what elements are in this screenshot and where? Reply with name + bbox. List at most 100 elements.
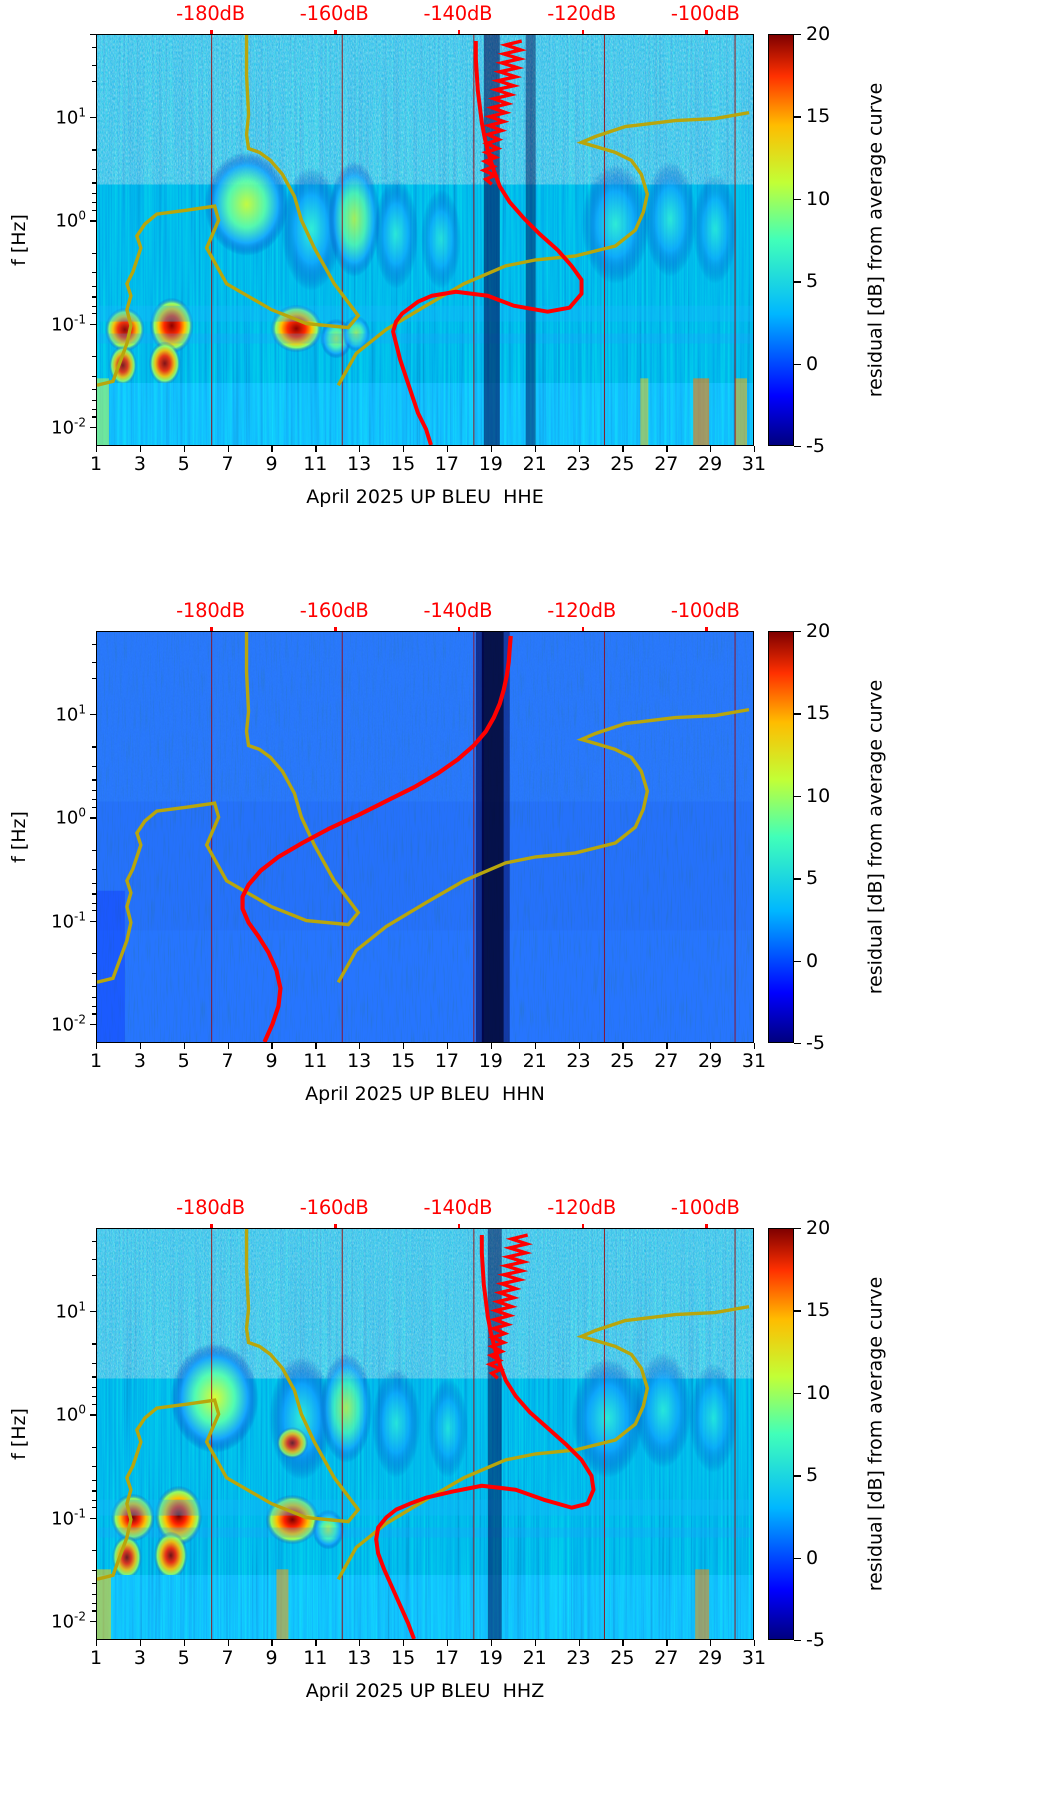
y-minor-tick — [92, 849, 96, 851]
y-minor-tick — [92, 1013, 96, 1015]
y-tick-label: 101 — [55, 105, 86, 129]
x-tick-label: 31 — [741, 453, 767, 475]
colorbar-tick-label: 20 — [806, 1217, 831, 1239]
x-axis-title-hhe: April 2025 UP BLEU HHE — [306, 486, 544, 508]
x-axis-hhn: 1 3 5 7 9 11 13 15 17 19 21 23 25 27 29 … — [90, 1043, 766, 1083]
y-axis-title-hhz: f [Hz] — [6, 1228, 32, 1640]
y-tick-label: 100 — [55, 1402, 86, 1426]
top-db-label: -100dB — [670, 599, 740, 622]
colorbar-tick-label: 0 — [806, 352, 819, 375]
y-minor-tick — [92, 909, 96, 912]
colorbar-hhe — [768, 34, 794, 446]
x-tick-label: 27 — [654, 1647, 679, 1669]
y-minor-tick — [92, 1387, 96, 1389]
x-tick-label: 11 — [303, 1050, 328, 1072]
x-tick — [227, 1640, 229, 1646]
y-minor-tick — [92, 356, 96, 358]
x-tick-label: 5 — [177, 1050, 190, 1072]
spectrogram-hhz — [96, 1228, 754, 1640]
y-tick — [89, 220, 96, 222]
x-tick — [227, 1043, 229, 1049]
y-axis-title-text: f [Hz] — [8, 1408, 31, 1460]
y-tick — [89, 1310, 96, 1313]
x-tick-label: 19 — [478, 1050, 503, 1072]
x-axis-title-hhz: April 2025 UP BLEU HHZ — [305, 1680, 545, 1702]
x-tick-label: 21 — [522, 1647, 547, 1669]
x-tick-label: 25 — [610, 453, 635, 475]
x-tick — [96, 1640, 98, 1646]
colorbar-gradient — [769, 35, 793, 445]
colorbar-tick-label: -5 — [806, 1032, 825, 1054]
y-minor-tick — [92, 65, 96, 67]
x-tick-label: 5 — [177, 453, 190, 475]
x-tick — [446, 446, 449, 452]
x-tick — [754, 446, 756, 452]
x-tick-label: 29 — [698, 1050, 723, 1072]
y-minor-tick — [92, 806, 96, 808]
y-minor-tick — [92, 677, 96, 679]
x-tick-label: 23 — [566, 1050, 591, 1072]
colorbar-tick — [794, 1392, 801, 1395]
colorbar-title-hhz: residual [dB] from average curve — [862, 1228, 888, 1640]
colorbar-tick — [794, 363, 801, 365]
x-tick — [227, 446, 229, 452]
y-tick-label: 101 — [55, 702, 86, 726]
x-tick-label: 3 — [133, 453, 146, 475]
top-db-label: -160dB — [299, 1196, 369, 1219]
y-minor-tick — [92, 1403, 96, 1405]
x-tick-label: 1 — [89, 1647, 103, 1669]
colorbar-tick — [794, 1228, 801, 1230]
x-tick — [666, 1640, 668, 1646]
y-minor-tick — [92, 799, 96, 801]
top-db-label: -180dB — [176, 599, 245, 622]
y-minor-tick — [92, 202, 96, 204]
top-db-label: -100dB — [670, 2, 740, 25]
y-minor-tick — [92, 1362, 96, 1364]
y-minor-tick — [92, 209, 96, 211]
y-tick — [89, 427, 96, 429]
x-tick-label: 23 — [566, 1647, 591, 1669]
top-db-label: -140dB — [423, 2, 493, 25]
spectrogram-hhe — [96, 34, 754, 446]
colorbar-axis-hhz: 20 15 10 5 0 -5 — [794, 1217, 874, 1651]
spectrogram-hhn — [96, 631, 754, 1043]
noise-model-curve-olive — [97, 1229, 750, 1581]
top-db-axis-hhz: -180dB -160dB -140dB -120dB -100dB — [96, 1194, 754, 1233]
x-tick — [578, 446, 580, 452]
spectrogram-raster — [97, 35, 753, 445]
y-minor-tick — [92, 996, 96, 999]
colorbar-tick — [794, 960, 801, 962]
x-tick — [622, 1640, 624, 1646]
x-tick — [315, 1640, 317, 1646]
colorbar-tick-label: 15 — [806, 1299, 831, 1322]
y-axis-title-hhe: f [Hz] — [6, 34, 32, 446]
x-tick-label: 13 — [347, 453, 372, 475]
colorbar-title-text: residual [dB] from average curve — [864, 679, 887, 995]
top-db-label: -120dB — [547, 2, 616, 25]
x-tick — [490, 1043, 493, 1049]
x-tick-label: 27 — [654, 453, 679, 475]
x-tick — [315, 446, 317, 452]
spectrogram-raster — [97, 1229, 753, 1639]
x-tick — [271, 446, 273, 452]
colorbar-tick-label: 10 — [806, 1381, 831, 1404]
x-tick-label: 11 — [303, 453, 328, 475]
y-minor-tick — [92, 869, 96, 871]
y-minor-tick — [92, 296, 96, 298]
colorbar-tick — [794, 446, 801, 448]
colorbar-tick — [794, 1640, 801, 1642]
x-tick — [271, 1640, 273, 1646]
colorbar-axis-hhn: 20 15 10 5 0 -5 — [794, 620, 874, 1054]
x-tick-label: 21 — [522, 1050, 547, 1072]
x-tick — [710, 1640, 712, 1646]
y-minor-tick — [92, 953, 96, 955]
x-tick-label: 5 — [177, 1647, 190, 1669]
panel-hhz: -180dB -160dB -140dB -120dB -100dB 10 1 1… — [0, 1194, 1052, 1784]
colorbar-tick — [794, 878, 801, 880]
top-db-label: -140dB — [423, 1196, 493, 1219]
x-tick-label: 25 — [610, 1050, 635, 1072]
x-tick-label: 29 — [698, 453, 723, 475]
x-tick — [183, 1043, 185, 1049]
x-tick-label: 7 — [221, 453, 234, 475]
